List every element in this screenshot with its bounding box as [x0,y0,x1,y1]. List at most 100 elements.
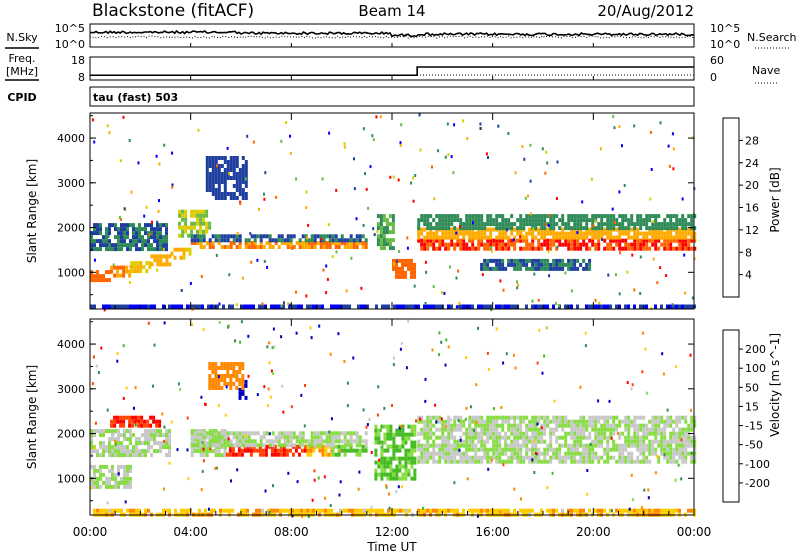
cell-velocity-9 [672,459,676,464]
cell-power-speck [671,132,674,136]
cell-power-15 [232,196,236,200]
cell-power-13 [465,226,469,231]
cell-power-13 [669,214,673,219]
cell-power-11 [510,242,514,247]
cell-power-8 [358,234,362,239]
cell-velocity-speck [419,417,422,421]
cell-power-6 [184,221,188,226]
cell-power-10 [395,262,398,267]
cell-power-speck [139,269,142,273]
cell-power-5 [105,235,108,240]
cell-velocity-speck [133,406,135,410]
cell-velocity-9 [654,419,658,424]
cell-power-5 [111,243,114,248]
cell-velocity-8 [401,436,405,441]
cell-velocity-9 [495,431,499,436]
cell-power-11 [630,246,634,251]
cell-power-16 [537,304,540,309]
cell-velocity-speck [200,488,203,492]
cell-power-12 [660,235,664,240]
cell-velocity-speck [163,321,166,325]
cell-power-11 [675,246,679,251]
cell-velocity-9 [501,459,505,464]
cell-velocity-9 [597,435,601,440]
cell-power-11 [654,238,658,243]
cell-velocity-8 [398,456,402,461]
cell-velocity-4 [270,452,274,457]
cell-power-speck [499,279,502,283]
cell-power-10 [395,270,398,275]
cell-power-5 [132,235,135,240]
cell-power-2 [145,261,149,266]
cell-velocity-9 [492,451,496,456]
cell-power-5 [165,239,168,244]
cell-power-16 [291,304,294,309]
cell-power-speck [189,281,192,285]
cell-power-11 [669,242,673,247]
cell-power-6 [199,213,203,218]
cell-power-11 [666,242,670,247]
cell-velocity-9 [525,439,529,444]
cell-power-speck [557,304,560,307]
cell-power-16 [654,304,657,309]
cell-velocity-9 [465,435,469,440]
cell-power-13 [669,226,673,231]
cell-velocity-4 [285,452,289,457]
cell-power-11 [681,246,685,251]
cell-velocity-9 [531,423,535,428]
cell-velocity-9 [681,451,685,456]
cell-power-13 [504,218,508,223]
cell-power-16 [246,304,249,309]
cell-velocity-1 [117,441,120,446]
cell-velocity-9 [450,451,454,456]
cell-power-11 [612,238,616,243]
cell-power-15 [241,172,245,176]
cell-velocity-9 [678,415,682,420]
cell-velocity-9 [468,455,472,460]
cell-power-6 [181,217,185,222]
cell-velocity-9 [597,455,601,460]
cell-velocity-8 [413,476,417,481]
cell-velocity-1 [120,441,123,446]
cell-velocity-9 [558,455,562,460]
cell-velocity-7 [343,435,347,440]
cell-power-5 [165,223,168,228]
cell-velocity-9 [513,423,517,428]
cell-power-11 [636,242,640,247]
cell-power-8 [313,238,317,243]
cell-power-15 [226,168,230,172]
cell-velocity-9 [648,419,652,424]
cell-velocity-9 [591,415,595,420]
cell-velocity-9 [447,431,451,436]
cell-velocity-5 [306,452,310,457]
cell-power-6 [184,209,188,214]
cell-velocity-9 [642,415,646,420]
cell-power-12 [669,231,673,236]
cell-power-13 [435,222,439,227]
cell-velocity-speck [177,382,180,386]
cell-power-15 [214,188,218,192]
cell-velocity-9 [522,419,526,424]
cell-velocity-9 [492,447,496,452]
cell-velocity-1 [150,445,153,450]
cell-power-13 [675,222,679,227]
cell-velocity-2 [119,415,123,420]
cell-power-14 [531,258,535,263]
cell-velocity-6 [355,448,359,453]
cell-velocity-7 [298,439,302,444]
cell-velocity-9 [426,447,430,452]
cell-power-13 [504,226,508,231]
cell-power-12 [489,227,493,232]
cell-velocity-1 [159,433,162,438]
cell-velocity-speck [201,441,204,444]
cell-velocity-9 [486,439,490,444]
cell-power-7 [304,245,308,249]
cell-velocity-speck [266,404,269,408]
cell-velocity-4 [249,452,253,457]
cell-power-14 [522,262,526,267]
cell-power-5 [90,235,93,240]
cell-power-16 [270,304,273,309]
cell-velocity-12 [549,508,552,513]
cell-velocity-7 [286,435,290,440]
cell-velocity-9 [480,415,484,420]
